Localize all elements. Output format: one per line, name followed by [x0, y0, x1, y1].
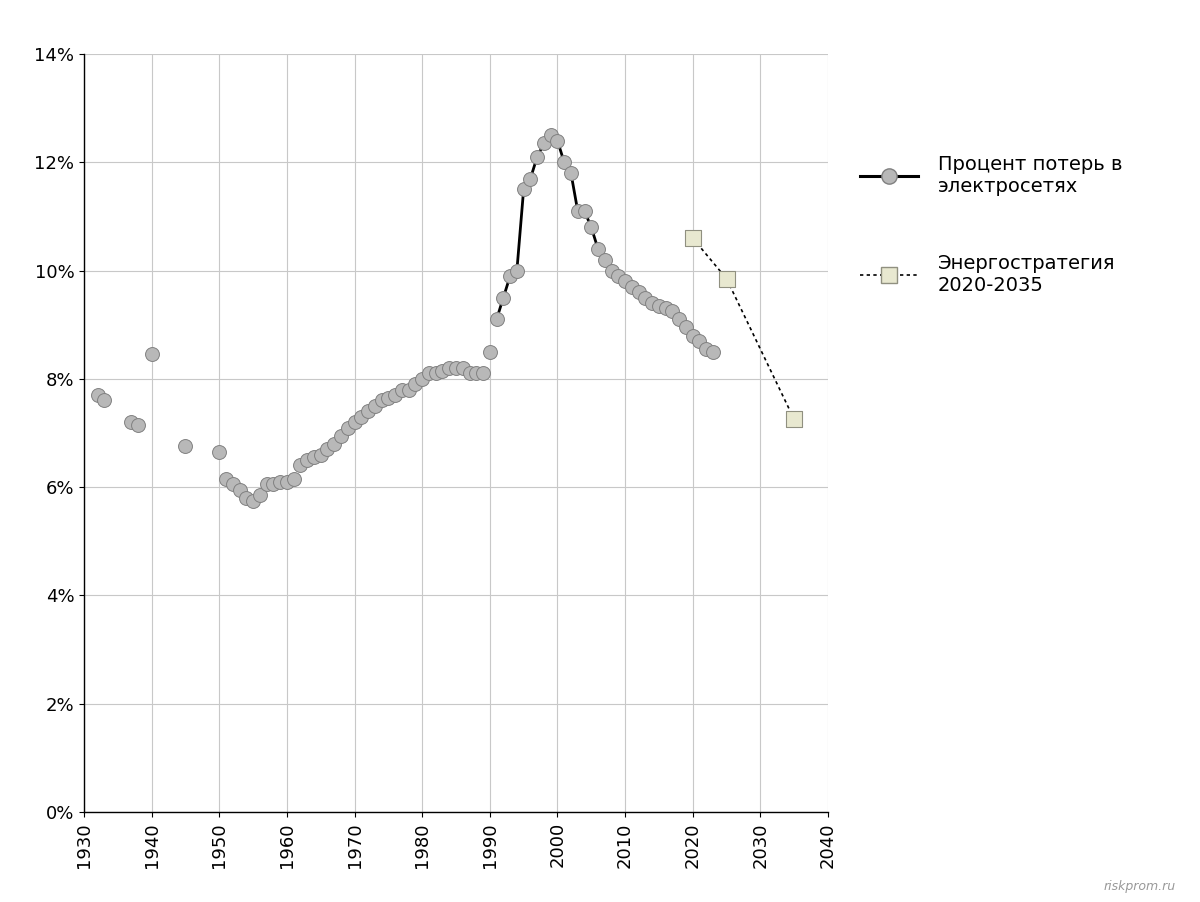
Point: [528, 150, 547, 164]
Point: [521, 171, 540, 186]
Point: [176, 439, 196, 454]
Point: [649, 299, 668, 313]
Point: [439, 361, 458, 375]
Point: [365, 399, 384, 413]
Point: [352, 410, 371, 424]
Point: [331, 428, 350, 443]
Point: [264, 477, 283, 492]
Point: [372, 393, 391, 408]
Point: [588, 242, 607, 256]
Point: [683, 328, 702, 343]
Point: [582, 220, 601, 235]
Point: [703, 345, 722, 359]
Point: [223, 477, 242, 492]
Point: [500, 269, 520, 283]
Point: [446, 361, 466, 375]
Point: [541, 128, 560, 143]
Point: [514, 182, 533, 197]
Point: [121, 415, 140, 429]
Point: [305, 450, 324, 465]
Point: [785, 412, 804, 427]
Point: [406, 377, 425, 391]
Point: [683, 231, 702, 245]
Point: [290, 458, 310, 473]
Point: [128, 418, 148, 432]
Point: [487, 312, 506, 327]
Point: [413, 372, 432, 386]
Point: [325, 437, 344, 451]
Point: [662, 304, 682, 318]
Point: [595, 253, 614, 267]
Point: [400, 382, 419, 397]
Point: [670, 312, 689, 327]
Point: [419, 366, 438, 381]
Point: [385, 388, 404, 402]
Point: [608, 269, 628, 283]
Point: [230, 483, 250, 497]
Point: [602, 263, 622, 278]
Point: [690, 334, 709, 348]
Point: [277, 474, 296, 489]
Point: [677, 320, 696, 335]
Point: [284, 472, 304, 486]
Point: [216, 472, 235, 486]
Point: [257, 477, 276, 492]
Point: [474, 366, 493, 381]
Point: [454, 361, 473, 375]
Point: [642, 296, 661, 310]
Point: [344, 415, 364, 429]
Point: [210, 445, 229, 459]
Point: [236, 491, 256, 505]
Point: [244, 493, 263, 508]
Point: [467, 366, 486, 381]
Point: [95, 393, 114, 408]
Text: riskprom.ru: riskprom.ru: [1104, 880, 1176, 893]
Point: [716, 272, 736, 286]
Point: [88, 388, 107, 402]
Point: [251, 488, 270, 502]
Point: [270, 474, 289, 489]
Point: [548, 133, 568, 148]
Point: [433, 364, 452, 378]
Point: [359, 404, 378, 419]
Point: [298, 453, 317, 467]
Point: [392, 382, 412, 397]
Point: [480, 345, 499, 359]
Point: [493, 290, 512, 305]
Point: [508, 263, 527, 278]
Point: [623, 280, 642, 294]
Point: [426, 366, 445, 381]
Legend: Процент потерь в
электросетях, Энергостратегия
2020-2035: Процент потерь в электросетях, Энергостр…: [860, 155, 1122, 295]
Point: [534, 136, 553, 151]
Point: [562, 166, 581, 180]
Point: [379, 391, 398, 405]
Point: [575, 204, 594, 218]
Point: [636, 290, 655, 305]
Point: [338, 420, 358, 435]
Point: [697, 342, 716, 356]
Point: [568, 204, 587, 218]
Point: [554, 155, 574, 170]
Point: [616, 274, 635, 289]
Point: [318, 442, 337, 456]
Point: [460, 366, 479, 381]
Point: [311, 447, 330, 462]
Point: [142, 347, 161, 362]
Point: [656, 301, 676, 316]
Point: [629, 285, 648, 299]
